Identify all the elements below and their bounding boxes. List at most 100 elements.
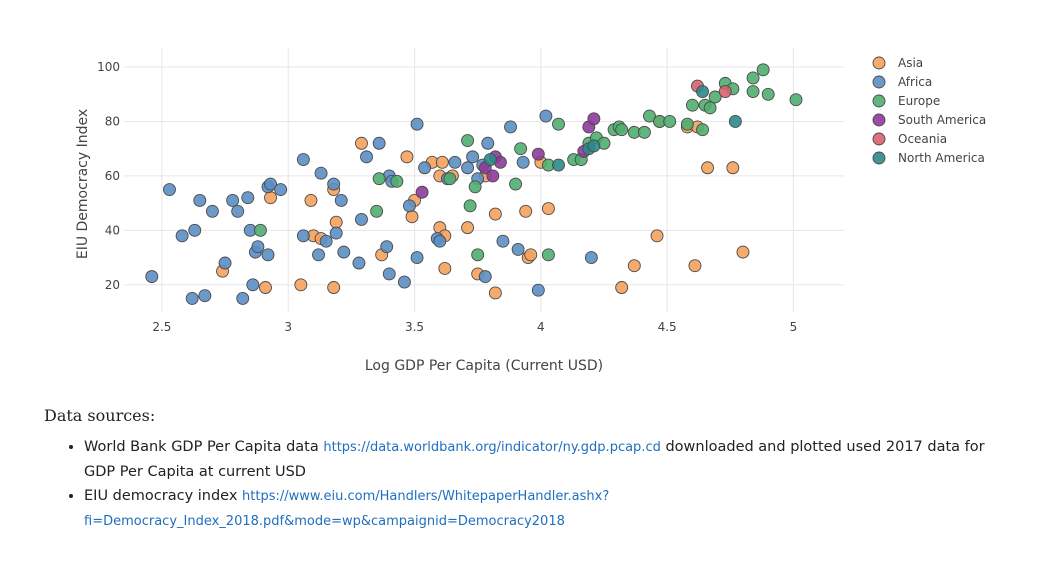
data-point[interactable]: [471, 248, 485, 262]
data-point[interactable]: [241, 191, 255, 205]
data-point[interactable]: [552, 117, 565, 131]
data-point[interactable]: [584, 251, 598, 265]
legend-item[interactable]: Europe: [872, 94, 940, 108]
data-point[interactable]: [685, 98, 699, 112]
data-point[interactable]: [390, 174, 404, 188]
data-point[interactable]: [218, 256, 232, 270]
legend-item[interactable]: Asia: [872, 56, 923, 70]
data-point[interactable]: [509, 177, 523, 191]
data-point[interactable]: [789, 93, 803, 107]
data-point[interactable]: [539, 109, 553, 123]
data-point[interactable]: [438, 262, 452, 275]
data-point[interactable]: [643, 109, 656, 123]
data-point[interactable]: [701, 161, 715, 175]
data-point[interactable]: [193, 193, 207, 207]
data-point[interactable]: [761, 87, 775, 101]
data-point[interactable]: [163, 183, 176, 196]
data-point[interactable]: [319, 234, 333, 248]
data-point[interactable]: [516, 155, 530, 169]
data-point[interactable]: [251, 240, 265, 254]
data-point[interactable]: [188, 223, 202, 237]
data-point[interactable]: [355, 213, 368, 226]
data-point[interactable]: [370, 204, 384, 218]
data-point[interactable]: [448, 155, 462, 169]
data-point[interactable]: [463, 199, 477, 213]
data-point[interactable]: [415, 185, 429, 199]
legend-item[interactable]: Africa: [872, 75, 932, 89]
data-point[interactable]: [372, 136, 386, 150]
data-point[interactable]: [703, 101, 717, 115]
data-point[interactable]: [746, 85, 760, 98]
data-point[interactable]: [405, 210, 419, 224]
data-point[interactable]: [541, 202, 555, 216]
data-point[interactable]: [418, 161, 432, 175]
data-point[interactable]: [410, 251, 424, 265]
data-point[interactable]: [433, 234, 447, 248]
data-point[interactable]: [435, 155, 449, 169]
data-point[interactable]: [410, 117, 424, 131]
data-point[interactable]: [253, 223, 267, 237]
data-point[interactable]: [329, 226, 343, 240]
data-point[interactable]: [531, 283, 545, 297]
data-point[interactable]: [334, 193, 348, 207]
data-point[interactable]: [355, 136, 368, 150]
data-point[interactable]: [483, 153, 497, 167]
data-point[interactable]: [274, 183, 288, 196]
data-point[interactable]: [756, 63, 770, 77]
data-point[interactable]: [696, 85, 709, 98]
data-point[interactable]: [637, 125, 651, 139]
data-point[interactable]: [226, 193, 240, 207]
data-point[interactable]: [587, 112, 601, 126]
worldbank-link[interactable]: https://data.worldbank.org/indicator/ny.…: [323, 440, 661, 455]
data-point[interactable]: [382, 267, 396, 281]
data-point[interactable]: [615, 281, 629, 294]
data-point[interactable]: [461, 134, 475, 147]
data-point[interactable]: [264, 177, 277, 191]
data-point[interactable]: [397, 275, 411, 289]
legend-item[interactable]: South America: [872, 113, 986, 127]
data-point[interactable]: [496, 234, 510, 248]
data-point[interactable]: [461, 221, 475, 235]
data-point[interactable]: [312, 248, 325, 262]
data-point[interactable]: [663, 115, 677, 128]
data-point[interactable]: [478, 270, 492, 284]
data-point[interactable]: [504, 120, 517, 134]
data-point[interactable]: [296, 229, 310, 243]
data-point[interactable]: [718, 85, 732, 98]
data-point[interactable]: [403, 199, 416, 213]
eiu-link[interactable]: https://www.eiu.com/Handlers/WhitepaperH…: [84, 489, 610, 529]
data-point[interactable]: [524, 248, 538, 262]
data-point[interactable]: [314, 166, 328, 180]
data-point[interactable]: [352, 256, 366, 270]
data-point[interactable]: [736, 245, 750, 259]
data-point[interactable]: [264, 191, 277, 205]
data-point[interactable]: [185, 291, 199, 305]
data-point[interactable]: [145, 270, 159, 284]
data-point[interactable]: [531, 147, 545, 161]
data-point[interactable]: [466, 150, 480, 164]
data-point[interactable]: [261, 248, 275, 262]
data-point[interactable]: [327, 177, 341, 191]
data-point[interactable]: [746, 71, 760, 85]
data-point[interactable]: [443, 172, 457, 186]
data-point[interactable]: [296, 153, 310, 167]
data-point[interactable]: [231, 204, 245, 218]
data-point[interactable]: [294, 278, 308, 292]
data-point[interactable]: [246, 278, 260, 292]
legend-item[interactable]: Oceania: [872, 132, 947, 146]
data-point[interactable]: [400, 150, 414, 164]
data-point[interactable]: [488, 207, 502, 221]
data-point[interactable]: [680, 117, 694, 131]
data-point[interactable]: [329, 215, 343, 229]
data-point[interactable]: [688, 259, 702, 273]
data-point[interactable]: [708, 90, 722, 104]
data-point[interactable]: [304, 193, 318, 207]
data-point[interactable]: [728, 115, 742, 128]
data-point[interactable]: [481, 136, 495, 150]
data-point[interactable]: [327, 281, 341, 294]
data-point[interactable]: [627, 259, 641, 273]
legend-item[interactable]: North America: [872, 151, 985, 165]
data-point[interactable]: [198, 289, 212, 303]
data-point[interactable]: [541, 248, 555, 262]
data-point[interactable]: [486, 169, 500, 183]
